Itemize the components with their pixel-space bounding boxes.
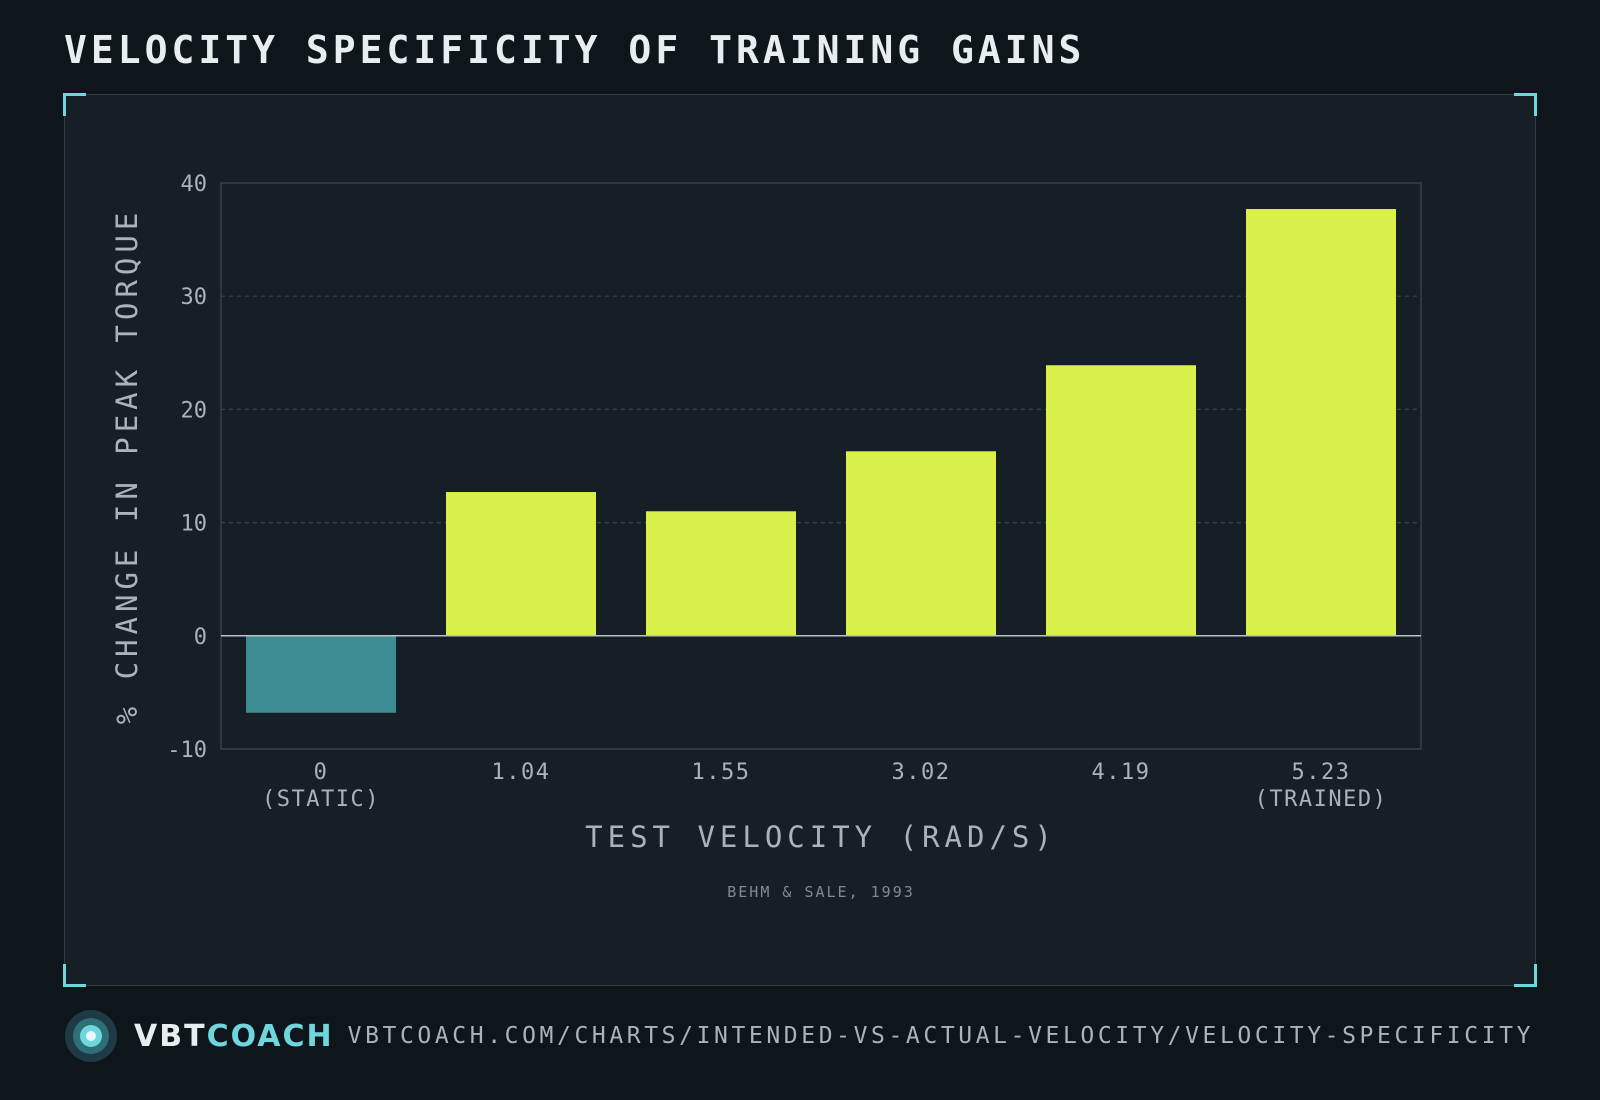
bar [1046,365,1196,636]
x-tick-label: (STATIC) [262,787,380,812]
bar [846,451,996,636]
y-tick-label: 10 [181,512,208,537]
brand-part-1: VBT [134,1018,207,1054]
source-note: BEHM & SALE, 1993 [727,883,915,901]
corner-bracket-bottom-left [63,964,86,987]
chart-url-link[interactable]: VBTCOACH.COM/CHARTS/INTENDED-VS-ACTUAL-V… [347,1023,1535,1049]
x-axis-label: TEST VELOCITY (RAD/S) [585,820,1057,854]
footer: VBTCOACH VBTCOACH.COM/CHARTS/INTENDED-VS… [64,1008,1534,1064]
y-tick-label: 20 [181,398,208,423]
chart-panel: -10 0 10 20 30 40 0 (STATIC) 1.04 1.55 3.02 4.19 5.2… [63,93,1537,987]
bar [1246,209,1396,636]
y-axis-label: % CHANGE IN PEAK TORQUE [110,208,144,725]
x-tick-label: (TRAINED) [1255,787,1388,812]
x-tick-label: 4.19 [1092,760,1151,785]
x-tick-label: 1.04 [492,760,551,785]
chart-title: VELOCITY SPECIFICITY OF TRAINING GAINS [64,28,1086,72]
bar [446,492,596,636]
x-tick-label: 1.55 [692,760,751,785]
corner-bracket-bottom-right [1514,964,1537,987]
bar [646,511,796,636]
target-logo-icon [65,1010,117,1062]
x-tick-label: 3.02 [892,760,951,785]
y-tick-label: 0 [194,625,207,650]
y-tick-label: 30 [181,285,208,310]
x-tick-label: 5.23 [1292,760,1351,785]
plot-frame [220,182,1422,750]
brand-logo[interactable]: VBTCOACH [134,1019,334,1054]
y-tick-label: 40 [181,172,208,197]
brand-part-2: COACH [206,1018,334,1054]
corner-bracket-top-left [63,93,86,116]
y-tick-label: -10 [167,738,207,763]
bar [246,635,396,713]
x-tick-label: 0 [314,760,329,785]
corner-bracket-top-right [1514,93,1537,116]
